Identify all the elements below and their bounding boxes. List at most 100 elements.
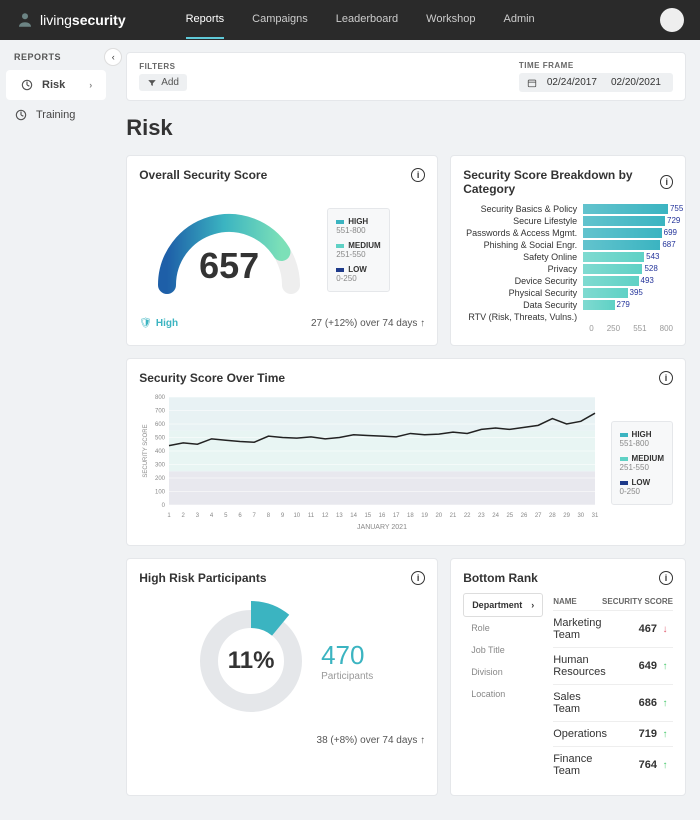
svg-text:2: 2 — [182, 513, 186, 519]
breakdown-row: Privacy 528 — [463, 264, 673, 274]
svg-text:200: 200 — [155, 476, 166, 482]
topnav: Reports Campaigns Leaderboard Workshop Admin — [186, 1, 535, 39]
rank-tab-location[interactable]: Location — [463, 683, 543, 705]
svg-text:300: 300 — [155, 463, 166, 469]
overtime-card: Security Score Over Time i 0100200300400… — [126, 358, 686, 546]
main: FILTERS Add TIME FRAME 02/24/2017 02/20/… — [112, 40, 700, 820]
rank-tabs: Department›RoleJob TitleDivisionLocation — [463, 593, 543, 783]
info-icon[interactable]: i — [659, 571, 673, 585]
svg-text:16: 16 — [379, 513, 386, 519]
svg-text:10: 10 — [294, 513, 301, 519]
arrow-up-icon: ↑ — [657, 698, 673, 709]
avatar[interactable] — [660, 8, 684, 32]
svg-text:17: 17 — [393, 513, 400, 519]
svg-text:8: 8 — [267, 513, 271, 519]
svg-text:22: 22 — [464, 513, 471, 519]
info-icon[interactable]: i — [659, 371, 673, 385]
timechart: 0100200300400500600700800123456789101112… — [139, 393, 600, 533]
timeframe-label: TIME FRAME — [519, 61, 673, 70]
svg-text:11: 11 — [308, 513, 315, 519]
rank-table: NAME SECURITY SCORE Marketing Team467↓Hu… — [553, 593, 673, 783]
info-icon[interactable]: i — [660, 175, 673, 189]
topnav-campaigns[interactable]: Campaigns — [252, 1, 308, 39]
filters-label: FILTERS — [139, 62, 187, 71]
high-risk-card: High Risk Participants i 11% 470 Partici… — [126, 558, 438, 796]
timeframe: TIME FRAME 02/24/2017 02/20/2021 — [519, 61, 673, 92]
svg-text:14: 14 — [350, 513, 357, 519]
legend-item: LOW0-250 — [620, 478, 664, 496]
svg-text:21: 21 — [450, 513, 457, 519]
logo[interactable]: livingsecurity — [16, 11, 126, 29]
svg-text:25: 25 — [507, 513, 514, 519]
sidebar-item-training[interactable]: Training — [0, 100, 112, 130]
rank-title: Bottom Rank — [463, 571, 538, 585]
svg-text:29: 29 — [563, 513, 570, 519]
sidebar-item-risk[interactable]: Risk› — [6, 70, 106, 100]
timeframe-start: 02/24/2017 — [543, 77, 601, 88]
rank-tab-department[interactable]: Department› — [463, 593, 543, 617]
donut: 11% — [191, 601, 311, 721]
topnav-leaderboard[interactable]: Leaderboard — [336, 1, 398, 39]
arrow-down-icon: ↓ — [657, 624, 673, 635]
brand-text-1: living — [40, 12, 72, 28]
breakdown-row: Device Security 493 — [463, 276, 673, 286]
person-icon — [16, 11, 34, 29]
gauge-legend: HIGH551-800MEDIUM251-550LOW0-250 — [327, 208, 389, 292]
rank-col-score: SECURITY SCORE — [602, 597, 673, 606]
breakdown-row: Secure Lifestyle 729 — [463, 216, 673, 226]
topnav-admin[interactable]: Admin — [504, 1, 535, 39]
brand-text-2: security — [72, 12, 126, 28]
page-title: Risk — [126, 115, 686, 141]
topnav-reports[interactable]: Reports — [186, 1, 225, 39]
rank-tab-role[interactable]: Role — [463, 617, 543, 639]
overall-change: 27 (+12%) over 74 days ↑ — [311, 318, 425, 329]
svg-text:700: 700 — [155, 409, 166, 415]
rank-row[interactable]: Marketing Team467↓ — [553, 610, 673, 647]
breakdown-row: Safety Online 543 — [463, 252, 673, 262]
svg-text:23: 23 — [478, 513, 485, 519]
legend-item: MEDIUM251-550 — [620, 454, 664, 472]
breakdown-row: Passwords & Access Mgmt. 699 — [463, 228, 673, 238]
rank-row[interactable]: Operations719↑ — [553, 721, 673, 746]
svg-text:3: 3 — [196, 513, 200, 519]
rank-row[interactable]: Finance Team764↑ — [553, 746, 673, 783]
info-icon[interactable]: i — [411, 571, 425, 585]
svg-text:4: 4 — [210, 513, 214, 519]
overtime-legend: HIGH551-800 MEDIUM251-550 LOW0-250 — [611, 421, 673, 505]
rank-tab-division[interactable]: Division — [463, 661, 543, 683]
svg-text:6: 6 — [239, 513, 243, 519]
rank-tab-job-title[interactable]: Job Title — [463, 639, 543, 661]
calendar-icon — [527, 78, 537, 88]
timeframe-end: 02/20/2021 — [607, 77, 665, 88]
svg-text:500: 500 — [155, 436, 166, 442]
svg-text:400: 400 — [155, 449, 166, 455]
breakdown-row: Physical Security 395 — [463, 288, 673, 298]
rank-row[interactable]: Sales Team686↑ — [553, 684, 673, 721]
info-icon[interactable]: i — [411, 168, 425, 182]
legend-item: LOW0-250 — [336, 265, 380, 283]
add-filter-label: Add — [161, 77, 179, 88]
svg-text:1: 1 — [168, 513, 172, 519]
svg-text:24: 24 — [492, 513, 499, 519]
breakdown-row: RTV (Risk, Threats, Vulns.) — [463, 312, 673, 322]
svg-text:20: 20 — [436, 513, 443, 519]
breakdown-row: Security Basics & Policy 755 — [463, 204, 673, 214]
svg-text:9: 9 — [281, 513, 285, 519]
svg-text:SECURITY SCORE: SECURITY SCORE — [143, 424, 149, 477]
overall-level: High — [156, 318, 178, 329]
add-filter-button[interactable]: Add — [139, 74, 187, 91]
hrp-change: 38 (+8%) over 74 days ↑ — [139, 735, 425, 746]
rank-row[interactable]: Human Resources649↑ — [553, 647, 673, 684]
legend-item: HIGH551-800 — [620, 430, 664, 448]
donut-pct: 11% — [191, 601, 311, 721]
rank-card: Bottom Rank i Department›RoleJob TitleDi… — [450, 558, 686, 796]
breakdown-row: Data Security 279 — [463, 300, 673, 310]
svg-text:19: 19 — [421, 513, 428, 519]
svg-text:100: 100 — [155, 490, 166, 496]
topnav-workshop[interactable]: Workshop — [426, 1, 475, 39]
timeframe-picker[interactable]: 02/24/2017 02/20/2021 — [519, 73, 673, 92]
svg-text:JANUARY 2021: JANUARY 2021 — [357, 524, 407, 531]
topbar: livingsecurity Reports Campaigns Leaderboa… — [0, 0, 700, 40]
svg-text:7: 7 — [253, 513, 257, 519]
svg-text:28: 28 — [549, 513, 556, 519]
